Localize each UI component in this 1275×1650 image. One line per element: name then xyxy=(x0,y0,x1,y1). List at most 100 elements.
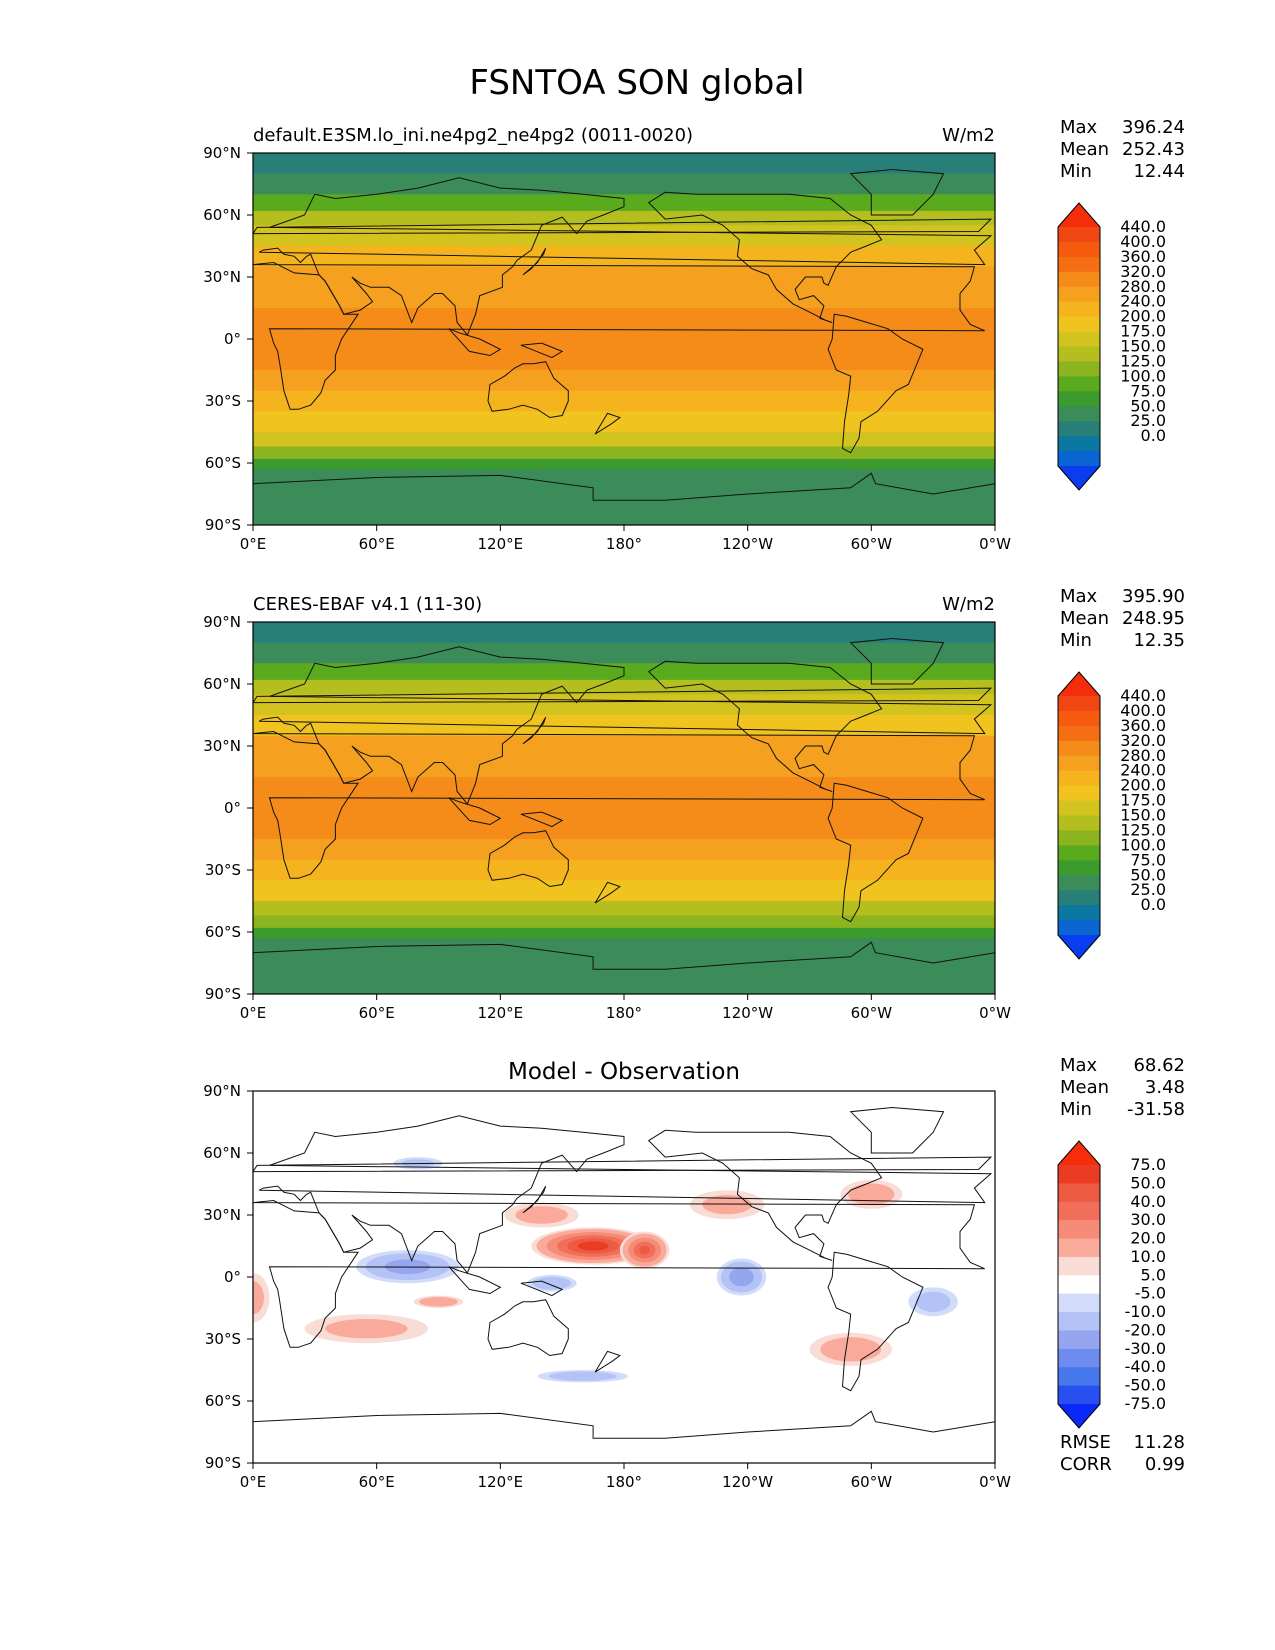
panel-test: 0°E 60°E 120°E 180° 120°W 60°W 0°W 90°N 60°N 30°N… xyxy=(203,117,1185,553)
colorbar-label: 20.0 xyxy=(1130,1229,1166,1248)
colorbar-segment xyxy=(1058,1348,1100,1368)
x-tick-label: 60°W xyxy=(851,535,893,553)
zonal-band xyxy=(253,859,995,881)
colorbar-label: 125.0 xyxy=(1120,351,1166,370)
y-tick-label: 60°S xyxy=(205,1392,241,1410)
coastline xyxy=(487,361,569,419)
colorbar-label: 400.0 xyxy=(1120,701,1166,720)
colorbar-segment xyxy=(1058,316,1100,333)
colorbar-segment xyxy=(1058,875,1100,891)
stat-label: Mean xyxy=(1060,608,1109,629)
colorbar-segment xyxy=(1058,331,1100,347)
coastlines xyxy=(253,1106,995,1463)
map-field xyxy=(253,1091,995,1463)
colorbar-label: -5.0 xyxy=(1135,1284,1166,1303)
colorbar-segment xyxy=(1058,725,1100,742)
colorbar-label: 150.0 xyxy=(1120,806,1166,825)
y-tick-label: 90°N xyxy=(203,1082,241,1100)
y-tick-label: 90°S xyxy=(205,1454,241,1472)
colorbar-label: 50.0 xyxy=(1130,865,1166,884)
zonal-band xyxy=(253,446,995,460)
colorbar-segment xyxy=(1058,1367,1100,1387)
y-tick-label: 60°N xyxy=(203,675,241,693)
colorbar-label: -40.0 xyxy=(1125,1357,1166,1376)
coastline xyxy=(522,247,547,276)
colorbar-label: 360.0 xyxy=(1120,716,1166,735)
coastline xyxy=(448,797,502,826)
zonal-band xyxy=(253,963,995,994)
colorbar-label: 100.0 xyxy=(1120,835,1166,854)
coastline xyxy=(520,1280,564,1297)
positive-anomaly xyxy=(504,1202,579,1228)
metric-label: RMSE xyxy=(1060,1432,1111,1453)
coastline xyxy=(827,313,924,454)
zonal-band xyxy=(253,494,995,525)
colorbar-segment xyxy=(1058,346,1100,362)
coastlines xyxy=(253,637,995,994)
zonal-band xyxy=(253,938,995,950)
zonal-band xyxy=(253,915,995,929)
negative-anomaly xyxy=(716,1258,767,1296)
x-tick-label: 0°W xyxy=(979,1004,1011,1022)
colorbar-label: -20.0 xyxy=(1125,1320,1166,1339)
colorbar-segment xyxy=(1058,696,1100,712)
zonal-band xyxy=(253,469,995,481)
coastline xyxy=(594,1350,621,1373)
colorbar-label: 175.0 xyxy=(1120,322,1166,341)
x-tick-label: 120°E xyxy=(478,1004,524,1022)
coastline xyxy=(253,1156,993,1173)
zonal-band xyxy=(253,266,995,288)
stat-value: 3.48 xyxy=(1145,1077,1185,1098)
zonal-band xyxy=(253,756,995,778)
colorbar-segment xyxy=(1058,391,1100,407)
coastline xyxy=(522,1185,547,1214)
y-tick-label: 30°N xyxy=(203,268,241,286)
zonal-band xyxy=(253,173,995,195)
colorbar-segment xyxy=(1058,920,1100,936)
coastline xyxy=(520,342,564,359)
colorbar-segment xyxy=(1058,406,1100,422)
colorbar-extend-min xyxy=(1058,466,1100,490)
colorbar-extend-max xyxy=(1058,203,1100,227)
colorbar-label: 440.0 xyxy=(1120,686,1166,705)
zonal-band xyxy=(253,432,995,447)
zonal-band xyxy=(253,735,995,757)
positive-anomaly xyxy=(619,1231,670,1269)
colorbar-label: -50.0 xyxy=(1125,1376,1166,1395)
colorbar-label: 360.0 xyxy=(1120,247,1166,266)
colorbar-label: 30.0 xyxy=(1130,1210,1166,1229)
colorbar-segment xyxy=(1058,286,1100,303)
positive-anomaly xyxy=(840,1179,903,1209)
stat-label: Mean xyxy=(1060,139,1109,160)
zonal-band xyxy=(253,901,995,916)
coastline xyxy=(594,881,621,904)
x-tick-label: 60°E xyxy=(359,1004,395,1022)
stat-label: Max xyxy=(1060,586,1098,607)
stat-value: 12.44 xyxy=(1133,161,1185,182)
stat-label: Max xyxy=(1060,1055,1098,1076)
colorbar-segment xyxy=(1058,845,1100,861)
colorbar-segment xyxy=(1058,256,1100,273)
colorbar-outline xyxy=(1057,1140,1101,1429)
coastline xyxy=(647,191,883,323)
colorbar-segment xyxy=(1058,740,1100,757)
panel-difference: 0°E 60°E 120°E 180° 120°W 60°W 0°W 90°N 60°N 30°N… xyxy=(203,1055,1185,1491)
x-tick-label: 60°E xyxy=(359,1473,395,1491)
colorbar-label: -10.0 xyxy=(1125,1302,1166,1321)
figure-title: FSNTOA SON global xyxy=(469,63,804,103)
zonal-band xyxy=(253,458,995,470)
coastline xyxy=(647,1129,883,1261)
x-tick-label: 0°E xyxy=(240,1004,267,1022)
y-tick-label: 0° xyxy=(224,330,241,348)
map-field xyxy=(253,153,995,525)
negative-anomaly xyxy=(908,1287,958,1317)
y-tick-label: 30°S xyxy=(205,392,241,410)
x-tick-label: 120°W xyxy=(722,1004,773,1022)
colorbar-label: 320.0 xyxy=(1120,731,1166,750)
colorbar-label: 200.0 xyxy=(1120,307,1166,326)
colorbar-segment xyxy=(1058,376,1100,392)
positive-anomaly xyxy=(304,1314,429,1344)
stat-value: 12.35 xyxy=(1133,630,1185,651)
zonal-band xyxy=(253,349,995,371)
